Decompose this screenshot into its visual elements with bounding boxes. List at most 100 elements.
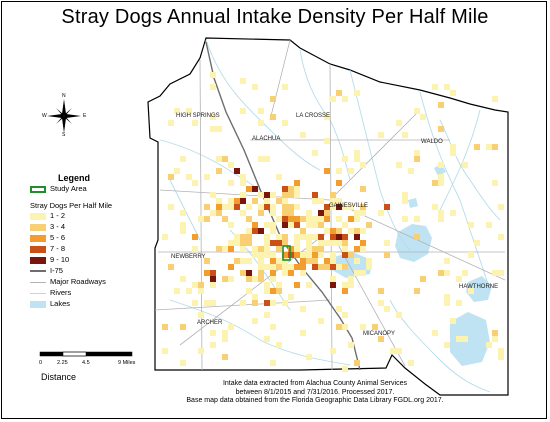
density-cell <box>300 216 306 222</box>
density-cell <box>288 204 294 210</box>
scale-tick-2: 4.5 <box>82 360 90 366</box>
density-cell <box>222 204 228 210</box>
density-cell <box>294 234 300 240</box>
density-cell <box>234 240 240 246</box>
density-cell <box>282 204 288 210</box>
density-cell <box>492 336 498 342</box>
density-cell <box>210 72 216 78</box>
density-cell <box>336 168 342 174</box>
density-cell <box>294 186 300 192</box>
density-cell <box>336 324 342 330</box>
density-cell <box>318 198 324 204</box>
density-cell <box>348 342 354 348</box>
density-cell <box>294 264 300 270</box>
density-cell <box>270 210 276 216</box>
density-cell <box>210 192 216 198</box>
density-cell <box>366 222 372 228</box>
density-cell <box>378 132 384 138</box>
credits-line-3: Base map data obtained from the Florida … <box>186 397 444 404</box>
density-cell <box>342 156 348 162</box>
credits-line-2: between 8/1/2015 and 7/31/2016. Processe… <box>235 388 395 396</box>
density-cell <box>264 282 270 288</box>
legend-feature-label: I-75 <box>50 266 63 275</box>
density-cell <box>228 240 234 246</box>
density-cell <box>282 198 288 204</box>
density-cell <box>222 276 228 282</box>
density-cell <box>354 234 360 240</box>
density-cell <box>360 246 366 252</box>
density-cell <box>384 204 390 210</box>
density-cell <box>354 150 360 156</box>
density-cell <box>360 186 366 192</box>
lake-orange <box>450 312 490 366</box>
density-cell <box>258 120 264 126</box>
density-cell <box>246 186 252 192</box>
density-cell <box>258 264 264 270</box>
density-cell <box>180 222 186 228</box>
density-cell <box>450 90 456 96</box>
density-cell <box>192 120 198 126</box>
density-cell <box>270 222 276 228</box>
density-cell <box>432 180 438 186</box>
density-cell <box>252 252 258 258</box>
density-cell <box>468 288 474 294</box>
density-cell <box>360 162 366 168</box>
density-cell <box>312 216 318 222</box>
density-cell <box>222 156 228 162</box>
density-cell <box>444 258 450 264</box>
density-cell <box>402 192 408 198</box>
density-cell <box>420 276 426 282</box>
density-cell <box>288 216 294 222</box>
density-cell <box>192 282 198 288</box>
density-cell <box>264 156 270 162</box>
density-cell <box>234 198 240 204</box>
density-cell <box>204 216 210 222</box>
city-label-hawthorne: HAWTHORNE <box>459 284 499 290</box>
density-cell <box>162 324 168 330</box>
density-cell <box>330 198 336 204</box>
density-cell <box>444 294 450 300</box>
density-cell <box>414 216 420 222</box>
density-cell <box>342 222 348 228</box>
density-cell <box>222 246 228 252</box>
density-cell <box>336 306 342 312</box>
legend-feature-swatch <box>30 300 46 308</box>
density-cell <box>318 210 324 216</box>
density-cell <box>288 186 294 192</box>
density-cell <box>486 222 492 228</box>
compass-rose-icon <box>47 99 81 133</box>
density-cell <box>312 246 318 252</box>
density-cell <box>264 234 270 240</box>
density-cell <box>240 192 246 198</box>
density-cell <box>240 300 246 306</box>
density-cell <box>210 114 216 120</box>
density-cell <box>324 264 330 270</box>
density-cell <box>246 228 252 234</box>
density-cell <box>294 222 300 228</box>
density-cell <box>462 336 468 342</box>
density-cell <box>180 210 186 216</box>
density-cell <box>210 276 216 282</box>
density-cell <box>432 204 438 210</box>
density-cell <box>288 270 294 276</box>
density-cell <box>348 168 354 174</box>
density-cell <box>486 144 492 150</box>
density-cell <box>216 246 222 252</box>
density-cell <box>396 120 402 126</box>
density-cell <box>330 258 336 264</box>
density-cell <box>456 336 462 342</box>
density-cell <box>390 348 396 354</box>
density-cell <box>198 282 204 288</box>
density-cell <box>192 246 198 252</box>
density-cell <box>204 258 210 264</box>
legend-feature-row: Lakes <box>30 299 70 309</box>
density-cell <box>318 234 324 240</box>
density-cell <box>270 114 276 120</box>
lake-newnans <box>395 224 432 262</box>
density-cell <box>366 264 372 270</box>
density-cell <box>336 216 342 222</box>
density-cell <box>402 198 408 204</box>
density-cell <box>246 234 252 240</box>
density-cell <box>300 270 306 276</box>
density-cell <box>438 210 444 216</box>
